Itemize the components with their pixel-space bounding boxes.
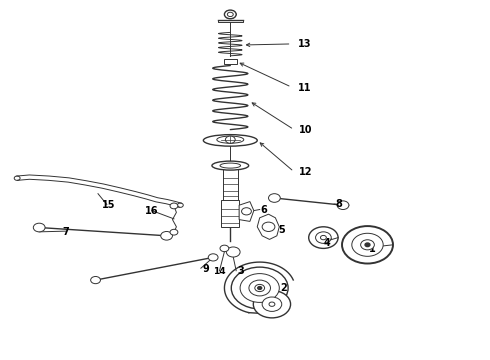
Circle shape [170,229,178,235]
Text: 1: 1 [368,244,375,254]
Circle shape [361,240,374,250]
Circle shape [170,203,178,209]
Text: 5: 5 [278,225,285,235]
Circle shape [208,254,218,261]
Circle shape [342,226,393,264]
Circle shape [262,222,275,231]
Circle shape [258,287,262,289]
FancyBboxPatch shape [224,59,237,64]
Text: 6: 6 [261,205,268,215]
Circle shape [352,233,383,256]
Text: 7: 7 [63,227,70,237]
Circle shape [161,231,172,240]
Ellipse shape [217,136,244,143]
Circle shape [262,297,282,311]
FancyBboxPatch shape [223,167,238,202]
Circle shape [269,302,275,306]
FancyBboxPatch shape [221,200,239,227]
Circle shape [242,208,251,215]
Text: 9: 9 [202,264,209,274]
Text: 12: 12 [299,167,313,177]
Circle shape [240,274,279,302]
Text: 11: 11 [298,83,312,93]
Circle shape [226,247,240,257]
Circle shape [14,176,20,180]
Circle shape [225,136,235,143]
Circle shape [91,276,100,284]
Text: 13: 13 [298,39,312,49]
Circle shape [337,201,349,210]
Circle shape [227,12,233,17]
Text: 2: 2 [280,283,287,293]
Text: 14: 14 [213,267,225,276]
Circle shape [33,223,45,232]
Ellipse shape [220,163,241,168]
Circle shape [316,232,331,243]
Circle shape [309,227,338,248]
Text: 4: 4 [323,238,330,248]
Text: 10: 10 [299,125,313,135]
Circle shape [255,284,265,292]
Text: 15: 15 [102,200,116,210]
Polygon shape [257,214,279,239]
Circle shape [365,243,370,247]
Text: 8: 8 [335,199,342,210]
Polygon shape [239,202,254,221]
Circle shape [269,194,280,202]
Text: 3: 3 [237,266,244,276]
Circle shape [320,235,326,240]
Circle shape [177,203,183,207]
Circle shape [231,267,288,309]
Ellipse shape [203,135,257,146]
Circle shape [249,280,270,296]
Ellipse shape [212,161,248,170]
Text: 16: 16 [145,206,159,216]
Circle shape [220,245,229,252]
Circle shape [224,10,236,19]
Circle shape [253,291,291,318]
